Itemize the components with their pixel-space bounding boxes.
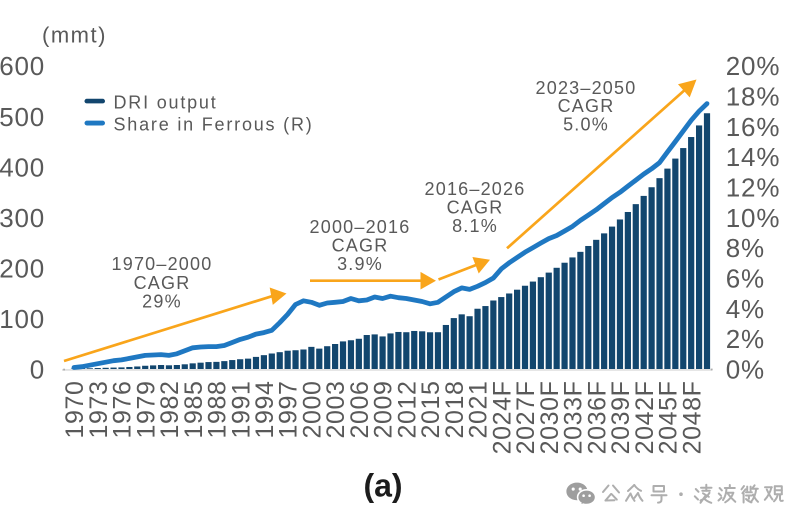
svg-text:8.1%: 8.1%	[452, 216, 498, 236]
svg-text:2018: 2018	[441, 381, 469, 439]
svg-text:1994: 1994	[251, 381, 279, 439]
svg-text:Share in Ferrous (R): Share in Ferrous (R)	[114, 115, 314, 135]
svg-text:6%: 6%	[726, 264, 765, 294]
svg-text:12%: 12%	[726, 173, 780, 203]
svg-text:5.0%: 5.0%	[563, 114, 609, 134]
svg-text:2048F: 2048F	[678, 381, 706, 455]
svg-text:600: 600	[0, 51, 45, 81]
svg-text:200: 200	[0, 253, 45, 283]
svg-text:2016–2026: 2016–2026	[425, 179, 526, 199]
svg-text:2012: 2012	[393, 381, 421, 439]
svg-text:300: 300	[0, 203, 45, 233]
svg-text:1976: 1976	[109, 381, 137, 439]
svg-text:2003: 2003	[322, 381, 350, 439]
svg-text:18%: 18%	[726, 82, 780, 112]
svg-text:20%: 20%	[726, 51, 780, 81]
svg-text:0%: 0%	[726, 355, 765, 385]
svg-text:2024F: 2024F	[488, 381, 516, 455]
svg-text:2%: 2%	[726, 324, 765, 354]
svg-text:1973: 1973	[85, 381, 113, 439]
svg-text:4%: 4%	[726, 294, 765, 324]
svg-text:1985: 1985	[180, 381, 208, 439]
svg-text:0: 0	[30, 355, 45, 385]
svg-text:1997: 1997	[275, 381, 303, 439]
svg-text:2006: 2006	[346, 381, 374, 439]
svg-text:2027F: 2027F	[512, 381, 540, 455]
svg-text:500: 500	[0, 102, 45, 132]
svg-text:1970: 1970	[61, 381, 89, 439]
svg-text:2039F: 2039F	[607, 381, 635, 455]
svg-text:(a): (a)	[363, 467, 402, 503]
svg-text:3.9%: 3.9%	[337, 254, 383, 274]
svg-text:8%: 8%	[726, 233, 765, 263]
svg-text:DRI output: DRI output	[114, 93, 218, 113]
svg-text:2033F: 2033F	[560, 381, 588, 455]
svg-text:1970–2000: 1970–2000	[112, 254, 213, 274]
svg-text:CAGR: CAGR	[558, 96, 615, 116]
svg-text:CAGR: CAGR	[447, 198, 504, 218]
svg-text:2021: 2021	[465, 381, 493, 439]
svg-text:2042F: 2042F	[631, 381, 659, 455]
svg-text:1982: 1982	[156, 381, 184, 439]
svg-text:16%: 16%	[726, 112, 780, 142]
svg-text:CAGR: CAGR	[332, 236, 389, 256]
svg-text:2015: 2015	[417, 381, 445, 439]
svg-text:2045F: 2045F	[655, 381, 683, 455]
svg-text:10%: 10%	[726, 203, 780, 233]
svg-text:29%: 29%	[142, 292, 182, 312]
svg-text:2000–2016: 2000–2016	[310, 217, 411, 237]
svg-text:2030F: 2030F	[536, 381, 564, 455]
svg-text:14%: 14%	[726, 142, 780, 172]
svg-text:1988: 1988	[204, 381, 232, 439]
svg-text:2009: 2009	[370, 381, 398, 439]
svg-text:100: 100	[0, 304, 45, 334]
svg-text:2000: 2000	[299, 381, 327, 439]
svg-text:CAGR: CAGR	[134, 273, 191, 293]
svg-text:2036F: 2036F	[583, 381, 611, 455]
svg-text:1979: 1979	[132, 381, 160, 439]
svg-text:1991: 1991	[227, 381, 255, 439]
svg-text:400: 400	[0, 152, 45, 182]
svg-text:2023–2050: 2023–2050	[536, 78, 637, 98]
svg-text:(mmt): (mmt)	[42, 23, 107, 48]
